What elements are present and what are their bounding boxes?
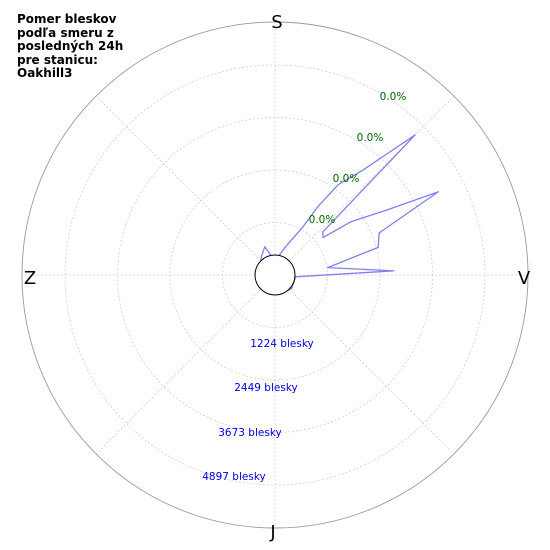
grid-spoke [274,95,455,276]
grid-spoke [95,95,276,276]
radial-tick-label: 3673 blesky [218,427,282,439]
grid-spoke [274,274,455,455]
polar-grid [21,21,529,529]
data-point [393,270,395,272]
radial-tick-label: 4897 blesky [202,471,266,483]
data-point [362,169,364,171]
center-hole [254,254,296,296]
percent-label: 0.0% [380,91,407,103]
data-point [388,208,390,210]
data-point [378,232,380,234]
data-point [377,246,379,248]
data-point [322,231,324,233]
data-point [260,257,262,259]
data-point [337,184,339,186]
percent-label: 0.0% [357,132,384,144]
radial-tick-label: 2449 blesky [234,382,298,394]
data-point [350,221,352,223]
data-point [301,226,304,229]
data-point [414,134,416,136]
percent-label: 0.0% [309,214,336,226]
chart-title: Pomer bleskov podľa smeru z posledných 2… [17,12,137,81]
radial-tick-label: 1224 blesky [250,338,314,350]
title-line: Pomer bleskov [17,12,117,26]
direction-label-west: Z [24,268,36,289]
data-point [437,191,439,193]
title-line: podľa smeru z [17,25,114,40]
data-point [284,246,286,248]
data-point [322,236,324,239]
percent-label: 0.0% [333,173,360,185]
direction-label-east: V [518,268,531,289]
title-line: pre stanicu: [17,52,98,67]
direction-label-north: S [271,12,282,33]
direction-label-south: J [269,522,275,543]
title-line: posledných 24h [17,39,124,53]
data-point [264,246,266,248]
data-point [316,206,318,208]
data-point [327,267,329,269]
data-point [290,288,293,290]
title-line: Oakhill3 [17,66,73,80]
